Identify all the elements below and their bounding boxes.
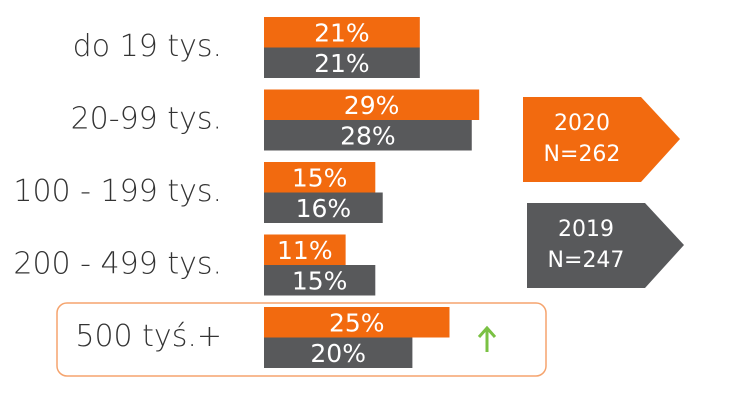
up-arrow-icon: [477, 325, 497, 352]
legend: 2020 N=262 2019 N=247: [523, 97, 684, 288]
bar: [264, 337, 413, 368]
category-label: 20-99 tys.: [71, 102, 222, 137]
legend-marker: [527, 203, 684, 288]
highlight-layer: [56, 302, 547, 377]
value-label: 21%: [314, 49, 370, 78]
bar: [264, 265, 376, 296]
value-label: 11%: [277, 236, 333, 265]
bar: [264, 162, 376, 193]
bar: [264, 17, 420, 48]
highlight-box: [56, 302, 547, 377]
value-label: 28%: [340, 121, 396, 150]
value-label: 29%: [344, 91, 400, 120]
legend-marker: [523, 97, 680, 182]
value-label: 25%: [329, 308, 385, 337]
category-label: do 19 tys.: [73, 29, 222, 64]
category-label: 100 - 199 tys.: [13, 174, 222, 209]
value-label: 15%: [292, 266, 348, 295]
value-label: 16%: [296, 194, 352, 223]
bar: [264, 234, 346, 265]
category-label: 500 tyś.+: [75, 319, 222, 354]
bar: [264, 47, 420, 78]
legend-label: 2020: [554, 111, 610, 136]
bar: [264, 192, 383, 223]
legend-label: 2019: [558, 217, 614, 242]
legend-sample: N=247: [548, 248, 625, 273]
value-label: 15%: [292, 163, 348, 192]
legend-sample: N=262: [544, 142, 621, 167]
bar: [264, 120, 472, 151]
category-label: 200 - 499 tys.: [13, 247, 222, 282]
value-label: 21%: [314, 18, 370, 47]
bar: [264, 89, 480, 120]
bars: do 19 tys. 21%21% 20-99 tys. 29%28% 100 - 19…: [13, 17, 480, 368]
value-label: 20%: [310, 339, 366, 368]
bar: [264, 307, 450, 338]
